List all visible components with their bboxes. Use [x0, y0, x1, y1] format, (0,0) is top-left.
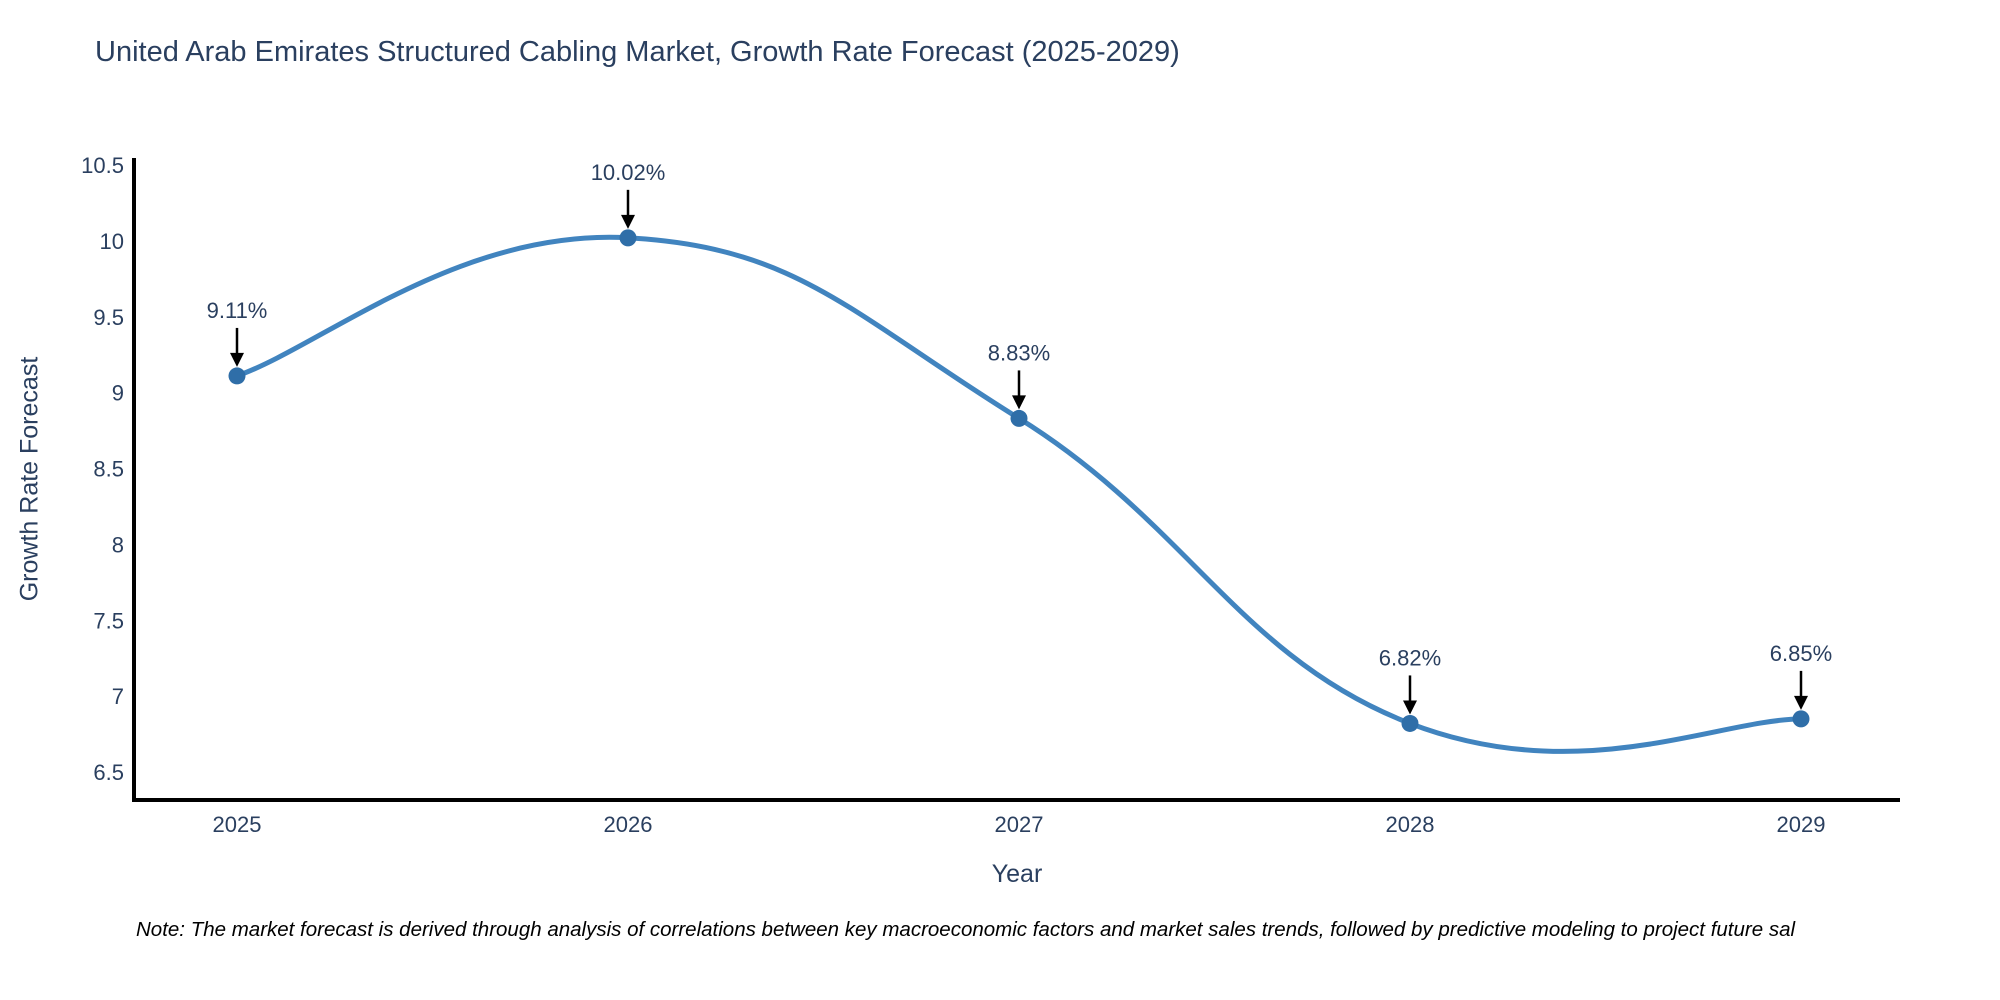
chart-title: United Arab Emirates Structured Cabling … — [95, 36, 1180, 68]
data-point-marker[interactable] — [619, 229, 637, 247]
x-axis-title-text: Year — [991, 860, 1043, 888]
footnote: Note: The market forecast is derived thr… — [136, 918, 1796, 941]
y-tick-label: 10.5 — [81, 153, 124, 178]
data-point-marker[interactable] — [1010, 409, 1028, 427]
annotation-arrowhead — [1403, 700, 1417, 715]
y-tick-label: 7.5 — [93, 608, 124, 633]
data-point-marker[interactable] — [1401, 714, 1419, 732]
annotation-arrowhead — [1012, 395, 1026, 410]
x-tick-label: 2025 — [213, 812, 262, 837]
y-tick-label: 8 — [112, 532, 124, 557]
data-point-label: 6.82% — [1379, 645, 1441, 670]
data-point-marker[interactable] — [228, 367, 246, 385]
x-tick-label: 2026 — [604, 812, 653, 837]
y-tick-label: 9.5 — [93, 305, 124, 330]
x-tick-label: 2028 — [1386, 812, 1435, 837]
data-point-label: 6.85% — [1770, 641, 1832, 666]
y-tick-label: 10 — [100, 229, 124, 254]
data-point-marker[interactable] — [1792, 710, 1810, 728]
plot-drag-area[interactable] — [134, 158, 1900, 800]
x-tick-label: 2029 — [1777, 812, 1826, 837]
annotation-arrowhead — [621, 214, 635, 229]
y-tick-label: 8.5 — [93, 457, 124, 482]
annotation-arrowhead — [230, 352, 244, 367]
x-tick-label: 2027 — [995, 812, 1044, 837]
annotation-arrowhead — [1794, 695, 1808, 710]
y-tick-label: 6.5 — [93, 760, 124, 785]
data-point-label: 8.83% — [988, 340, 1050, 365]
y-tick-label: 9 — [112, 381, 124, 406]
data-point-label: 9.11% — [207, 298, 268, 323]
data-point-label: 10.02% — [591, 160, 666, 185]
y-tick-label: 7 — [112, 684, 124, 709]
